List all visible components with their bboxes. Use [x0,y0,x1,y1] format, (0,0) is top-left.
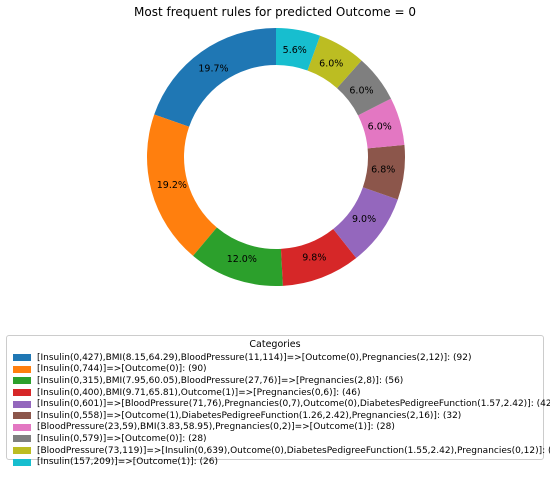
legend-entry-8: [Insulin(0,579)]=>[Outcome(0)]: (28) [13,433,537,445]
legend-label: [Insulin(0,579)]=>[Outcome(0)]: (28) [37,433,207,444]
percent-label-10: 5.6% [283,45,307,56]
legend-label: [Insulin(157,209)]=>[Outcome(1)]: (26) [37,457,219,468]
legend-swatch [13,435,31,443]
donut-slice-2 [146,114,217,256]
donut-slice-8 [337,60,392,116]
legend-label: [BloodPressure(73,119)]=>[Insulin(0,639)… [37,445,550,456]
donut-slice-3 [193,227,283,286]
legend-entry-9: [BloodPressure(73,119)]=>[Insulin(0,639)… [13,445,550,457]
legend-swatch [13,354,31,362]
legend-label: [Insulin(0,744)]=>[Outcome(0)]: (90) [37,364,207,375]
legend-label: [Insulin(0,427),BMI(8.15,64.29),BloodPre… [37,352,472,363]
legend-swatch [13,412,31,420]
legend-label: [Insulin(0,558)]=>[Outcome(1),DiabetesPe… [37,410,462,421]
slices-group [146,28,405,286]
legend: Categories [Insulin(0,427),BMI(8.15,64.2… [6,335,550,467]
legend-swatch [13,400,31,408]
legend-entry-7: [BloodPressure(23,59),BMI(3.83,58.95),Pr… [13,422,537,434]
legend-entry-2: [Insulin(0,744)]=>[Outcome(0)]: (90) [13,364,537,376]
legend-label: [Insulin(0,400),BMI(9.71,65.81),Outcome(… [37,387,361,398]
percent-label-1: 19.7% [198,63,228,74]
legend-entry-3: [Insulin(0,315),BMI(7.95,60.05),BloodPre… [13,375,537,387]
donut-slice-4 [280,229,357,286]
legend-swatch [13,377,31,385]
percent-label-4: 9.8% [302,252,326,263]
legend-label: [Insulin(0,315),BMI(7.95,60.05),BloodPre… [37,375,404,386]
donut-slice-9 [307,35,362,89]
donut-slice-1 [154,28,276,127]
percent-label-6: 6.8% [371,165,395,176]
percent-label-2: 19.2% [157,180,187,191]
legend-entry-4: [Insulin(0,400),BMI(9.71,65.81),Outcome(… [13,387,537,399]
legend-swatch [13,423,31,431]
legend-swatch [13,458,31,466]
percent-label-7: 6.0% [368,121,392,132]
legend-label: [Insulin(0,601)]=>[BloodPressure(71,76),… [37,399,550,410]
legend-entry-10: [Insulin(157,209)]=>[Outcome(1)]: (26) [13,456,537,468]
legend-swatch [13,447,31,455]
legend-swatch [13,365,31,373]
donut-slice-10 [276,28,321,71]
legend-entry-6: [Insulin(0,558)]=>[Outcome(1),DiabetesPe… [13,410,537,422]
legend-title: Categories [249,339,301,350]
percent-label-3: 12.0% [227,254,257,265]
percent-labels-group: 19.7% 19.2% 12.0% 9.8% 9.0% 6.8% 6.0% 6.0% 6.0% 5… [157,45,396,265]
donut-chart: 19.7% 19.2% 12.0% 9.8% 9.0% 6.8% 6.0% 6.0% 6.0% 5… [146,28,405,286]
percent-label-5: 9.0% [352,214,376,225]
legend-label: [BloodPressure(23,59),BMI(3.83,58.95),Pr… [37,422,395,433]
percent-label-8: 6.0% [349,85,373,96]
donut-slice-5 [333,187,398,259]
donut-slice-6 [362,144,405,200]
legend-entry-1: [Insulin(0,427),BMI(8.15,64.29),BloodPre… [13,352,537,364]
legend-entries: [Insulin(0,427),BMI(8.15,64.29),BloodPre… [13,352,550,468]
legend-swatch [13,389,31,397]
donut-slice-7 [358,98,405,149]
legend-entry-5: [Insulin(0,601)]=>[BloodPressure(71,76),… [13,398,550,410]
percent-label-9: 6.0% [319,59,343,70]
chart-title: Most frequent rules for predicted Outcom… [134,5,416,19]
